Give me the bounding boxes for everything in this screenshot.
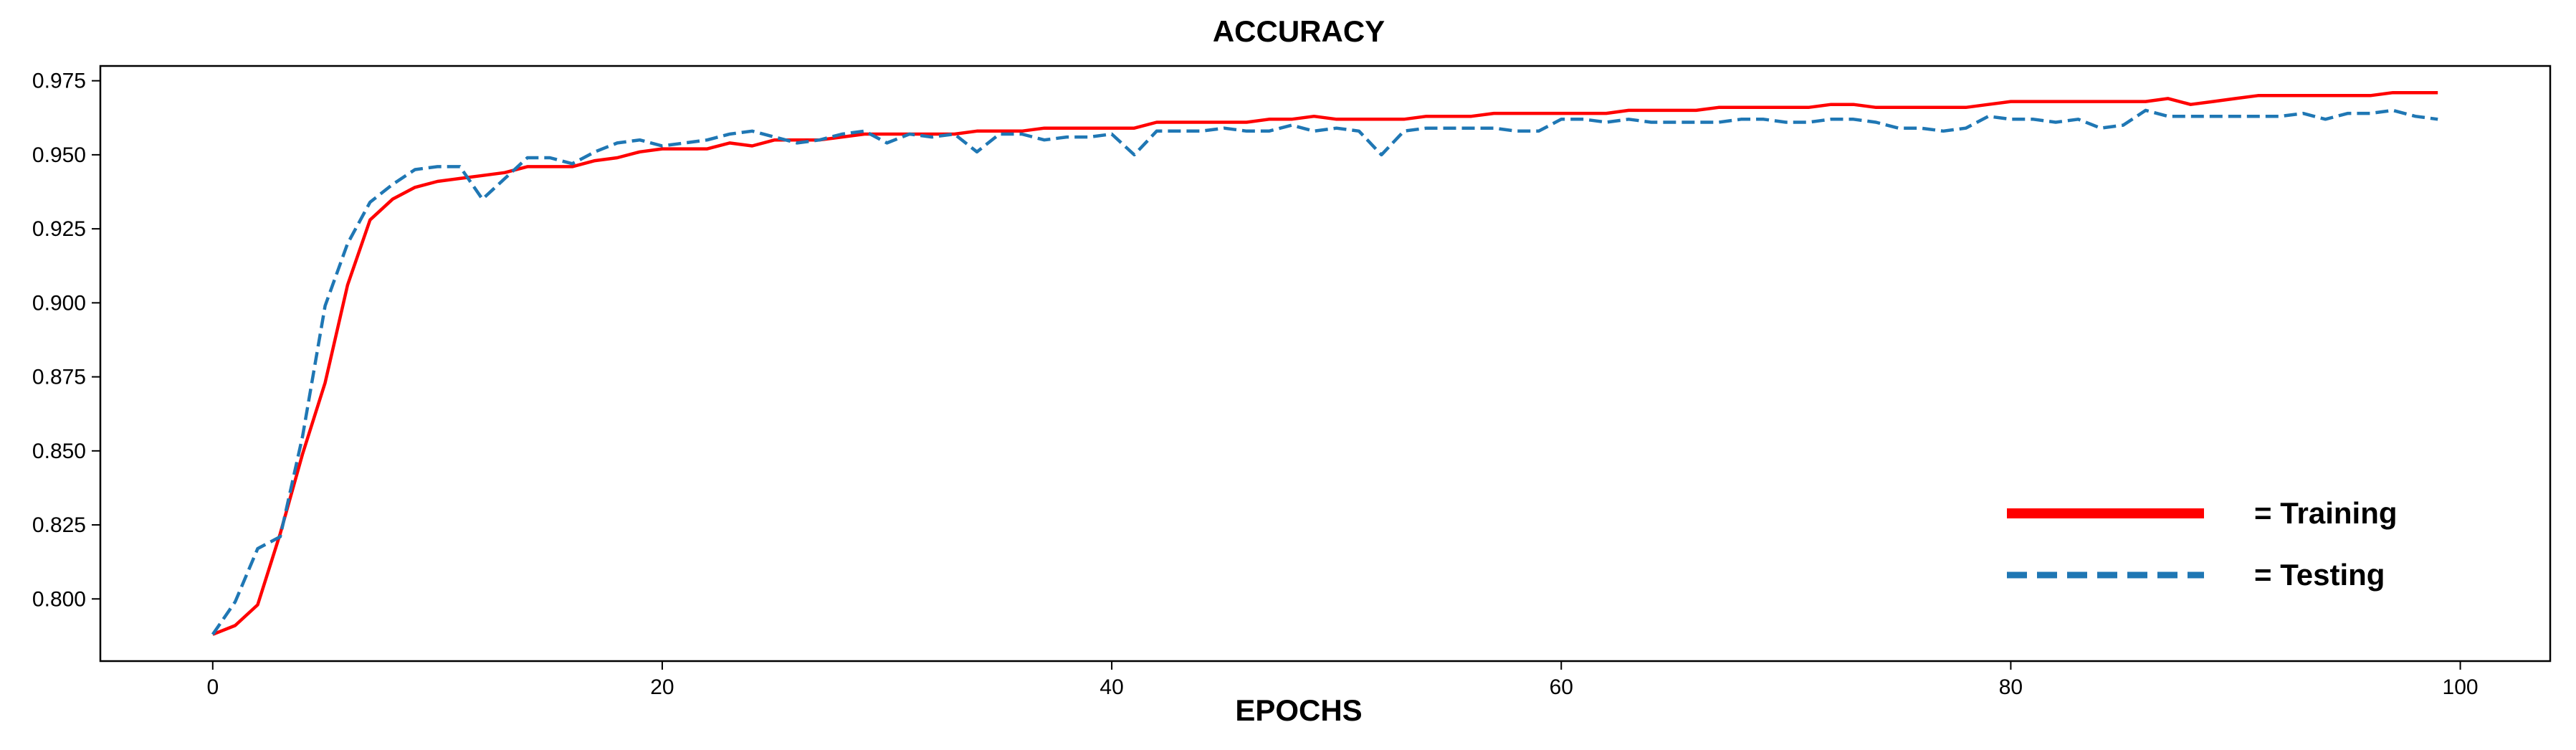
y-tick-label: 0.875	[32, 366, 86, 389]
x-tick-label: 0	[206, 675, 219, 699]
y-tick-label: 0.800	[32, 587, 86, 611]
x-tick-label: 80	[1999, 675, 2023, 699]
x-tick-label: 100	[2443, 675, 2479, 699]
plot-area	[211, 90, 2438, 636]
y-tick-label: 0.975	[32, 70, 86, 93]
series-line-training	[211, 90, 2438, 636]
y-tick-label: 0.825	[32, 513, 86, 537]
legend-label-training: = Training	[2254, 496, 2398, 530]
legend-label-testing: = Testing	[2254, 558, 2385, 592]
x-axis-title: EPOCHS	[1235, 693, 1362, 727]
plot-frame	[99, 65, 2552, 663]
x-tick-label: 60	[1550, 675, 1573, 699]
legend: = Training = Testing	[2007, 496, 2398, 592]
series-line-testing	[211, 108, 2438, 636]
x-tick-label: 20	[650, 675, 674, 699]
y-tick-label: 0.850	[32, 440, 86, 463]
x-tick-label: 40	[1099, 675, 1123, 699]
y-tick-label: 0.950	[32, 143, 86, 167]
axes: 0 20 40 60 80 100 0.800 0.825 0.850 0.875 0.900 0.9…	[32, 65, 2552, 699]
y-tick-label: 0.925	[32, 217, 86, 241]
chart-title: ACCURACY	[1213, 14, 1385, 48]
y-tick-label: 0.900	[32, 291, 86, 315]
